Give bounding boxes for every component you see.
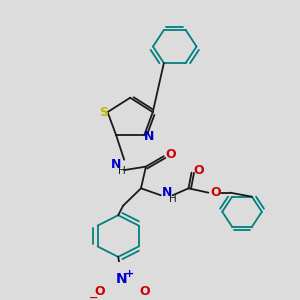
- Text: N: N: [116, 272, 127, 286]
- Text: N: N: [161, 186, 172, 199]
- Text: O: O: [165, 148, 176, 161]
- Text: −: −: [89, 293, 98, 300]
- Text: O: O: [193, 164, 204, 178]
- Text: H: H: [169, 194, 177, 204]
- Text: O: O: [94, 285, 105, 298]
- Text: H: H: [118, 166, 126, 176]
- Text: N: N: [144, 130, 154, 143]
- Text: N: N: [111, 158, 122, 171]
- Text: +: +: [124, 269, 134, 279]
- Text: O: O: [140, 285, 150, 298]
- Text: O: O: [210, 186, 220, 199]
- Text: S: S: [99, 106, 108, 119]
